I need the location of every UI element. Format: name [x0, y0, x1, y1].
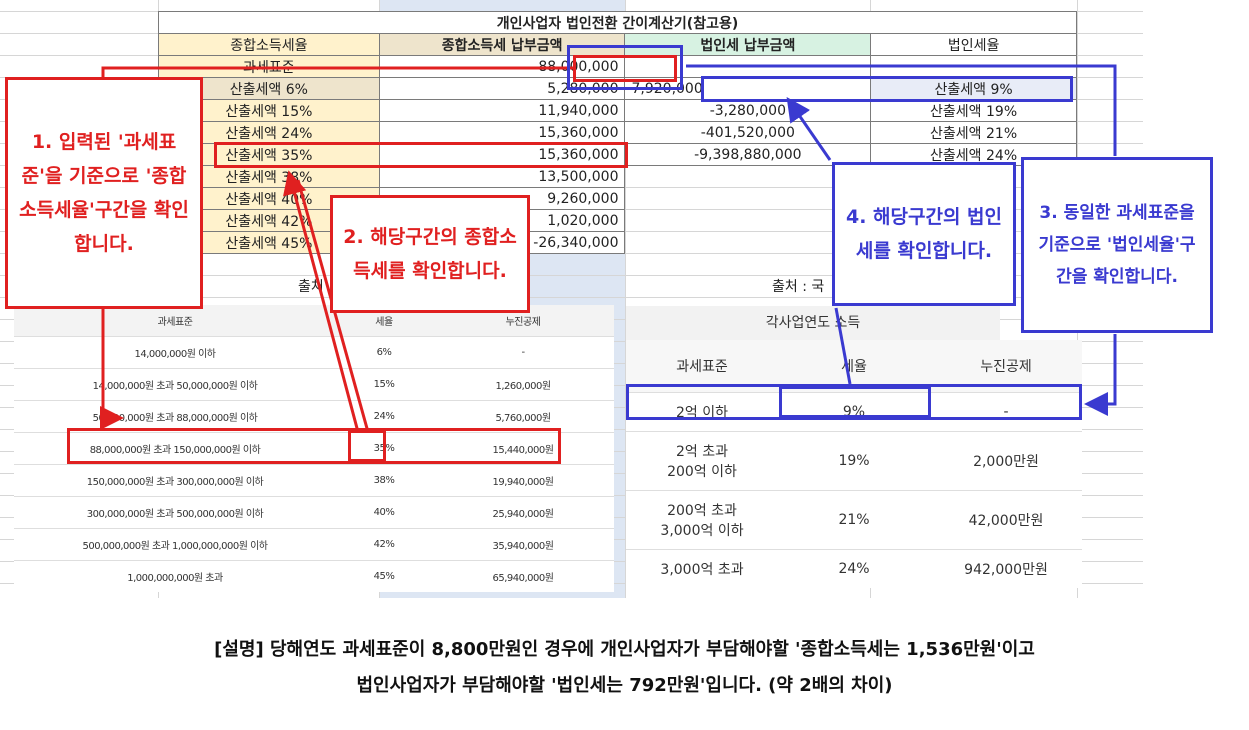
cit-deduction-cell: 942,000만원 — [930, 549, 1082, 588]
pit-deduction-cell: 1,260,000원 — [432, 368, 614, 401]
grid-column-line — [625, 0, 626, 598]
cit-base-cell: 200억 초과 3,000억 이하 — [626, 490, 778, 550]
pit-rate-cell: 45% — [336, 560, 432, 592]
pit-header-base: 과세표준 — [14, 305, 336, 337]
table-row: 150,000,000원 초과 300,000,000원 이하 38% 19,940… — [14, 464, 614, 497]
table-row: 200억 초과 3,000억 이하 21% 42,000만원 — [626, 490, 1082, 550]
cit-header-rate: 세율 — [778, 340, 930, 393]
base-value-highlight — [573, 55, 677, 82]
pit-rate-cell: 38% — [336, 464, 432, 497]
pit-table-row-highlight — [67, 428, 561, 464]
table-row: 500,000,000원 초과 1,000,000,000원 이하 42% 35,9… — [14, 528, 614, 561]
pit-base-cell: 14,000,000원 초과 50,000,000원 이하 — [14, 368, 336, 401]
callout-step2: 2. 해당구간의 종합소득세를 확인합니다. — [330, 195, 530, 313]
cit-amount-cell[interactable]: -9,398,880,000 — [624, 143, 872, 166]
cit-rate-cell[interactable]: 산출세액 9% — [870, 77, 1077, 100]
cit-table-rate-highlight — [779, 386, 931, 418]
pit-rate-label: 산출세액 24% — [158, 121, 380, 144]
note-line-2: 법인사업자가 부담해야할 '법인세는 792만원'입니다. (약 2배의 차이) — [356, 675, 893, 696]
header-cit-amount: 법인세 납부금액 — [624, 33, 872, 56]
arrow-cit-rate-to-callout4 — [834, 307, 852, 385]
cit-header-base: 과세표준 — [626, 340, 778, 393]
cit-header-deduction: 누진공제 — [930, 340, 1082, 393]
pit-base-cell: 500,000,000원 초과 1,000,000,000원 이하 — [14, 528, 336, 561]
pit-rate-cell: 40% — [336, 496, 432, 529]
income-tax-rate-table: 과세표준 세율 누진공제 14,000,000원 이하 6% - 14,000,00… — [14, 305, 614, 592]
pit-deduction-cell: 15,440,000원 — [432, 432, 614, 465]
pit-base-cell: 1,000,000,000원 초과 — [14, 560, 336, 592]
table-row: 3,000억 초과 24% 942,000만원 — [626, 549, 1082, 588]
pit-rate-cell: 42% — [336, 528, 432, 561]
pit-deduction-cell: 65,940,000원 — [432, 560, 614, 592]
cit-base-cell: 2억 초과 200억 이하 — [626, 431, 778, 491]
pit-rate-label: 산출세액 35% — [158, 143, 380, 166]
pit-rate-label: 산출세액 15% — [158, 99, 380, 122]
pit-table-rate-highlight — [348, 430, 386, 462]
cit-deduction-cell: - — [930, 392, 1082, 432]
annotation-arrows — [100, 64, 1117, 433]
cit-rate-cell: 24% — [778, 549, 930, 588]
explanation-note: [설명] 당해연도 과세표준이 8,800만원인 경우에 개인사업자가 부담해야… — [0, 632, 1249, 704]
cit-deduction-cell: 42,000만원 — [930, 490, 1082, 550]
cit-rate-cell: 19% — [778, 431, 930, 491]
pit-deduction-cell: 19,940,000원 — [432, 464, 614, 497]
pit-rate-label: 산출세액 45% — [158, 231, 380, 254]
table-row: 1,000,000,000원 초과 45% 65,940,000원 — [14, 560, 614, 592]
arrow-base-to-callout1 — [101, 66, 575, 78]
cit-table-caption: 각사업연도 소득 — [626, 306, 1000, 340]
arrow-pit-rate-to-callout2 — [283, 170, 360, 433]
header-cit-rate: 법인세율 — [870, 33, 1077, 56]
arrow-callout3-to-cit-row — [1084, 334, 1117, 416]
pit-deduction-cell: - — [432, 336, 614, 369]
source-label-right: 출처 : 국 — [772, 279, 825, 295]
cit-rate-cell: 21% — [778, 490, 930, 550]
cit-deduction-cell: 2,000만원 — [930, 431, 1082, 491]
pit-rate-cell: 6% — [336, 336, 432, 369]
table-row: 300,000,000원 초과 500,000,000원 이하 40% 25,940… — [14, 496, 614, 529]
arrow-callout4-to-cit-amount — [786, 97, 832, 161]
pit-deduction-cell: 35,940,000원 — [432, 528, 614, 561]
pit-35-row-highlight — [214, 142, 628, 168]
arrow-base-to-callout3 — [686, 64, 1117, 156]
pit-deduction-cell: 25,940,000원 — [432, 496, 614, 529]
pit-base-cell: 300,000,000원 초과 500,000,000원 이하 — [14, 496, 336, 529]
cit-base-cell: 3,000억 초과 — [626, 549, 778, 588]
table-row: 14,000,000원 초과 50,000,000원 이하 15% 1,260,00… — [14, 368, 614, 401]
pit-amount-cell[interactable]: 15,360,000 — [378, 143, 626, 166]
pit-base-cell: 14,000,000원 이하 — [14, 336, 336, 369]
callout-step1: 1. 입력된 '과세표준'을 기준으로 '종합소득세율'구간을 확인합니다. — [5, 77, 203, 309]
corporate-tax-rate-table: 과세표준 세율 누진공제 2억 이하 9% - 2억 초과 200억 이하 19% 2,… — [626, 340, 1082, 588]
cit-amount-cell[interactable]: -401,520,000 — [624, 121, 872, 144]
cit-rate-cell: 9% — [778, 392, 930, 432]
callout-step4: 4. 해당구간의 법인세를 확인합니다. — [832, 162, 1016, 306]
cit-base-cell: 2억 이하 — [626, 392, 778, 432]
pit-amount-cell[interactable]: 15,360,000 — [378, 121, 626, 144]
pit-base-cell: 50,000,000원 초과 88,000,000원 이하 — [14, 400, 336, 433]
table-row: 2억 이하 9% - — [626, 392, 1082, 432]
note-line-1: [설명] 당해연도 과세표준이 8,800만원인 경우에 개인사업자가 부담해야… — [214, 639, 1035, 660]
table-row: 2억 초과 200억 이하 19% 2,000만원 — [626, 431, 1082, 491]
table-row: 14,000,000원 이하 6% - — [14, 336, 614, 369]
cit-9-row-highlight — [701, 76, 1073, 102]
arrow-callout1-to-pit-row — [100, 308, 124, 430]
cit-rate-cell[interactable]: 산출세액 21% — [870, 121, 1077, 144]
callout-step3: 3. 동일한 과세표준을 기준으로 '법인세율'구간을 확인합니다. — [1021, 157, 1213, 333]
cit-table-row-highlight — [626, 384, 1082, 420]
base-value-highlight-blue — [567, 45, 683, 90]
cit-amount-cell[interactable]: 7,920,000 — [624, 77, 872, 100]
pit-deduction-cell: 5,760,000원 — [432, 400, 614, 433]
pit-base-cell: 150,000,000원 초과 300,000,000원 이하 — [14, 464, 336, 497]
